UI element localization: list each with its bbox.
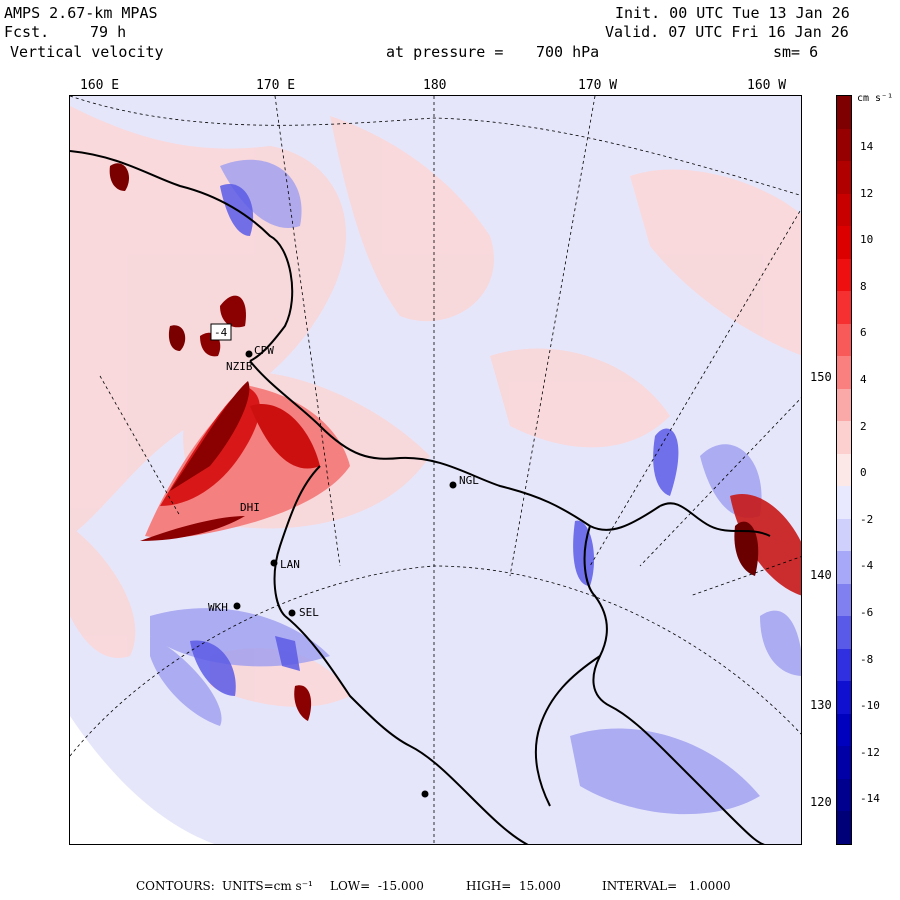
vertical-velocity-map: CPW NZIB NGL LAN WKH SEL DHI -4 <box>69 95 802 845</box>
colorbar <box>836 95 852 845</box>
colorbar-segment <box>837 778 851 812</box>
colorbar-tick-label: -12 <box>860 745 880 759</box>
colorbar-segment <box>837 258 851 292</box>
lon-label: 170 W <box>578 78 618 93</box>
contour-label: -4 <box>214 326 228 339</box>
colorbar-segment <box>837 486 851 520</box>
colorbar-segment <box>837 551 851 585</box>
forecast-hours: 79 h <box>90 23 127 41</box>
valid-time: Valid. 07 UTC Fri 16 Jan 26 <box>605 23 849 41</box>
field-name: Vertical velocity <box>10 43 164 61</box>
station-label: SEL <box>299 606 319 619</box>
colorbar-segment <box>837 161 851 195</box>
station-label: CPW <box>254 344 274 357</box>
colorbar-tick-label: -8 <box>860 652 874 666</box>
colorbar-tick-label: -14 <box>860 792 880 806</box>
colorbar-segment <box>837 291 851 325</box>
model-title: AMPS 2.67-km MPAS <box>4 4 158 22</box>
colorbar-tick-label: -6 <box>860 606 874 619</box>
colorbar-segment <box>837 616 851 650</box>
colorbar-tick-label: 4 <box>860 373 867 386</box>
lon-label: 170 E <box>256 78 296 93</box>
colorbar-segment <box>837 648 851 682</box>
colorbar-segment <box>837 356 851 390</box>
forecast-label: Fcst. <box>4 23 50 41</box>
colorbar-segment <box>837 746 851 780</box>
footer-interval: INTERVAL= 1.0000 <box>602 879 731 893</box>
colorbar-segment <box>837 421 851 455</box>
station-marker <box>245 350 253 358</box>
map-canvas: CPW NZIB NGL LAN WKH SEL DHI -4 <box>70 96 801 844</box>
no-data-region <box>70 716 215 844</box>
lon-label: 180 <box>423 78 447 93</box>
colorbar-segment <box>837 96 851 130</box>
colorbar-tick-label: 8 <box>860 279 867 293</box>
colorbar-segment <box>837 811 851 845</box>
footer-low: LOW= -15.000 <box>330 879 424 893</box>
colorbar-segment <box>837 713 851 747</box>
lon-label: 160 W <box>747 78 787 93</box>
station-marker <box>270 559 278 567</box>
lon-label: 160 E <box>80 78 120 93</box>
colorbar-tick-label: -10 <box>860 699 880 713</box>
graticule <box>70 96 801 844</box>
contour-label-box <box>210 323 232 341</box>
station-label: WKH <box>208 601 228 614</box>
colorbar-segment <box>837 323 851 357</box>
colorbar-segment <box>837 453 851 487</box>
colorbar-tick-label: 0 <box>860 466 867 480</box>
init-time: Init. 00 UTC Tue 13 Jan 26 <box>615 4 850 22</box>
colorbar-segment <box>837 681 851 715</box>
colorbar-segment <box>837 388 851 422</box>
colorbar-tick-label: -4 <box>860 559 874 573</box>
pressure-value: 700 hPa <box>536 43 600 61</box>
smoothing: sm= 6 <box>773 43 819 61</box>
colorbar-tick-label: 12 <box>860 186 874 200</box>
station-label: NGL <box>459 474 479 487</box>
colorbar-tick-label: 6 <box>860 326 867 340</box>
strong-downdraft-regions <box>190 184 679 696</box>
footer-high: HIGH= 15.000 <box>466 879 561 893</box>
station-markers <box>233 350 457 798</box>
footer-contours: CONTOURS: <box>136 879 215 893</box>
colorbar-segment <box>837 193 851 227</box>
colorbar-tick-label: 10 <box>860 233 874 247</box>
pressure-label: at pressure = <box>386 43 504 61</box>
strong-updraft-region <box>109 163 801 721</box>
colorbar-tick-label: -2 <box>860 512 874 526</box>
station-marker <box>233 602 241 610</box>
station-label: NZIB <box>226 360 253 373</box>
colorbar-tick-label: 2 <box>860 419 867 433</box>
station-label: DHI <box>240 501 260 514</box>
colorbar-tick-label: 14 <box>860 140 874 153</box>
colorbar-segment <box>837 518 851 552</box>
coastline <box>70 150 771 844</box>
colorbar-segment <box>837 583 851 617</box>
station-label: LAN <box>280 558 300 571</box>
station-marker <box>421 790 429 798</box>
colorbar-segment <box>837 128 851 162</box>
station-marker <box>449 481 457 489</box>
station-marker <box>288 609 296 617</box>
colorbar-segment <box>837 226 851 260</box>
footer-units: UNITS=cm s⁻¹ <box>222 879 313 893</box>
colorbar-unit: cm s⁻¹ <box>857 93 894 104</box>
